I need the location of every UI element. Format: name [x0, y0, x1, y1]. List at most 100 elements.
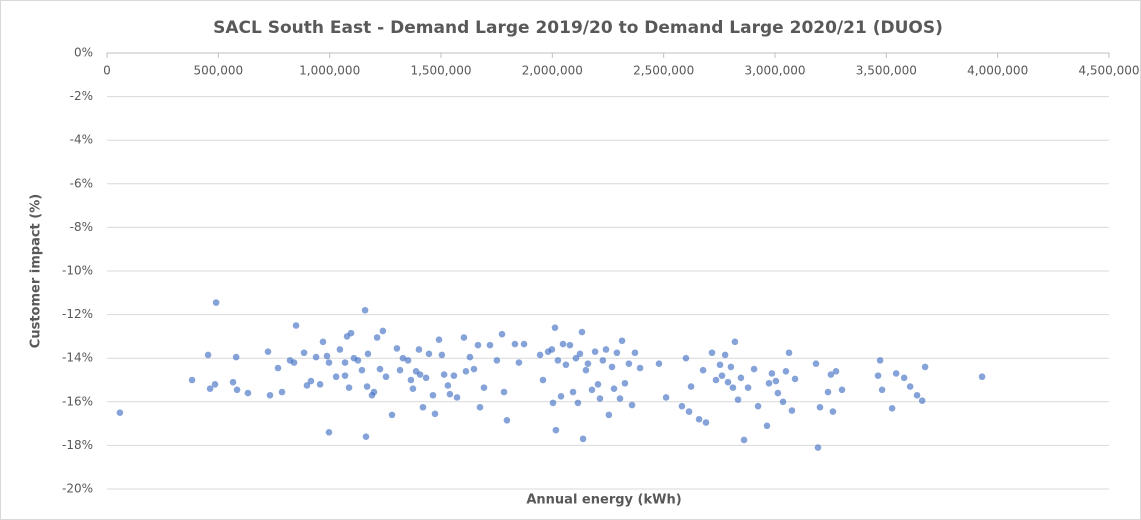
point	[116, 409, 124, 417]
point	[878, 386, 886, 394]
point	[754, 402, 762, 410]
point	[562, 361, 570, 369]
point	[429, 391, 437, 399]
x-tick-label: 1,000,000	[299, 64, 360, 78]
point	[578, 328, 586, 336]
point	[572, 354, 580, 362]
point	[812, 360, 820, 367]
point	[913, 391, 921, 399]
point	[493, 357, 501, 364]
point	[740, 436, 748, 444]
point	[416, 371, 424, 378]
point	[480, 384, 488, 391]
point	[341, 372, 349, 379]
point	[588, 386, 596, 394]
x-tick-label: 2,000,000	[522, 64, 583, 78]
x-tick-label: 3,000,000	[744, 64, 805, 78]
point	[888, 405, 896, 412]
point	[415, 346, 423, 353]
point	[548, 346, 556, 353]
point	[602, 346, 610, 353]
point	[699, 366, 707, 374]
point	[876, 357, 884, 364]
point	[319, 338, 327, 346]
point	[576, 350, 584, 358]
point	[874, 372, 882, 379]
point	[591, 348, 599, 355]
point	[312, 353, 320, 361]
point	[768, 370, 776, 377]
y-tick-label: -8%	[70, 220, 93, 234]
x-tick-label: 2,500,000	[633, 64, 694, 78]
point	[824, 388, 832, 396]
point	[431, 410, 439, 418]
point	[345, 384, 353, 391]
point	[978, 373, 986, 381]
point	[779, 398, 787, 406]
point	[750, 365, 758, 373]
point	[376, 365, 384, 373]
point	[737, 374, 745, 382]
point	[582, 366, 590, 374]
y-tick-label: -18%	[62, 438, 93, 452]
y-tick-label: 0%	[74, 46, 93, 60]
point	[744, 384, 752, 391]
point	[724, 378, 732, 386]
point	[382, 373, 390, 381]
point	[290, 359, 298, 366]
point	[206, 385, 214, 393]
point	[232, 353, 240, 361]
point	[727, 363, 735, 371]
point	[476, 403, 484, 411]
point	[574, 399, 582, 407]
point	[278, 388, 286, 396]
point	[211, 381, 219, 388]
point	[188, 376, 196, 384]
point	[791, 375, 799, 383]
point	[655, 360, 663, 367]
point	[708, 349, 716, 357]
point	[388, 411, 396, 419]
x-tick-label: 4,000,000	[967, 64, 1028, 78]
point	[827, 371, 835, 378]
point	[498, 330, 506, 338]
point	[552, 426, 560, 434]
point	[605, 411, 613, 419]
point	[440, 371, 448, 378]
point	[554, 357, 562, 364]
point	[393, 345, 401, 352]
point	[486, 341, 494, 349]
point	[466, 353, 474, 361]
point	[474, 341, 482, 349]
point	[559, 340, 567, 348]
point	[716, 361, 724, 369]
point	[362, 433, 370, 440]
point	[721, 351, 729, 359]
point	[685, 408, 693, 415]
point	[244, 389, 252, 397]
point	[332, 373, 340, 381]
point	[712, 376, 720, 384]
point	[838, 386, 846, 394]
point	[906, 383, 914, 390]
point	[347, 329, 355, 337]
point	[782, 367, 790, 375]
point	[662, 394, 670, 401]
point	[829, 408, 837, 415]
point	[396, 366, 404, 374]
point	[500, 388, 508, 396]
point	[678, 402, 686, 410]
point	[687, 383, 695, 390]
point	[292, 322, 300, 329]
point	[438, 351, 446, 359]
point	[274, 364, 282, 372]
x-tick-label: 0	[103, 64, 111, 78]
x-tick-label: 4,500,000	[1078, 64, 1139, 78]
point	[579, 435, 587, 443]
point	[608, 363, 616, 371]
point	[409, 385, 417, 393]
point	[621, 379, 629, 387]
point	[470, 365, 478, 373]
point	[557, 393, 565, 400]
